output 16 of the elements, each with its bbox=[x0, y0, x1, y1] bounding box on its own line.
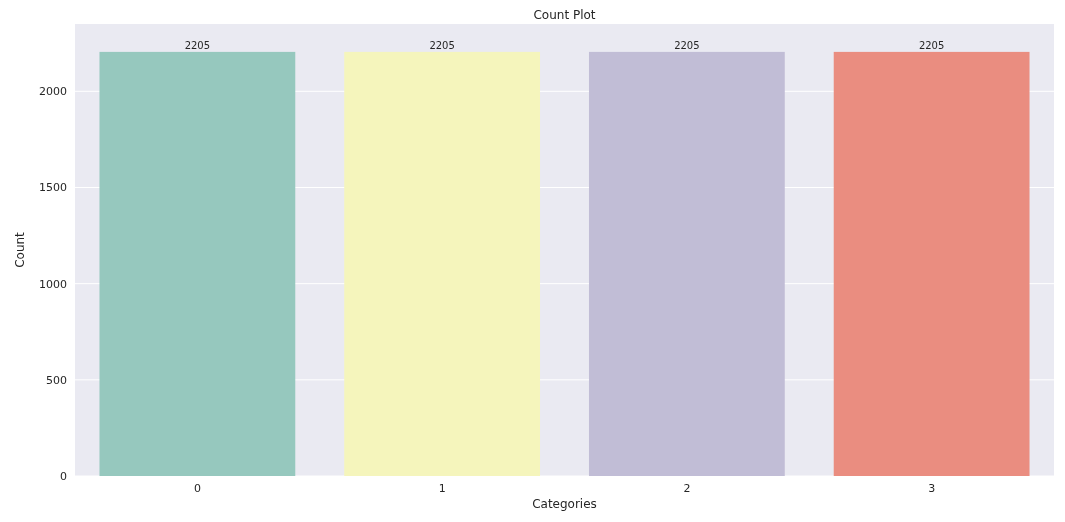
x-tick-label: 0 bbox=[193, 482, 201, 495]
y-tick-label: 0 bbox=[60, 469, 67, 483]
x-tick-label: 3 bbox=[928, 482, 936, 495]
chart-title: Count Plot bbox=[533, 8, 596, 22]
y-tick-label: 500 bbox=[46, 373, 67, 387]
x-axis-title: Categories bbox=[532, 497, 597, 511]
data-label: 2205 bbox=[429, 39, 455, 51]
data-label: 2205 bbox=[674, 39, 700, 51]
y-tick-label: 1000 bbox=[39, 277, 67, 291]
y-axis-title: Count bbox=[13, 231, 27, 268]
data-label: 2205 bbox=[918, 39, 945, 51]
y-tick-label: 2000 bbox=[39, 85, 67, 99]
x-tick-label: 2 bbox=[683, 482, 691, 495]
x-tick-label: 1 bbox=[438, 482, 446, 495]
y-tick-label: 1500 bbox=[39, 181, 67, 195]
data-label: 2205 bbox=[184, 39, 211, 51]
